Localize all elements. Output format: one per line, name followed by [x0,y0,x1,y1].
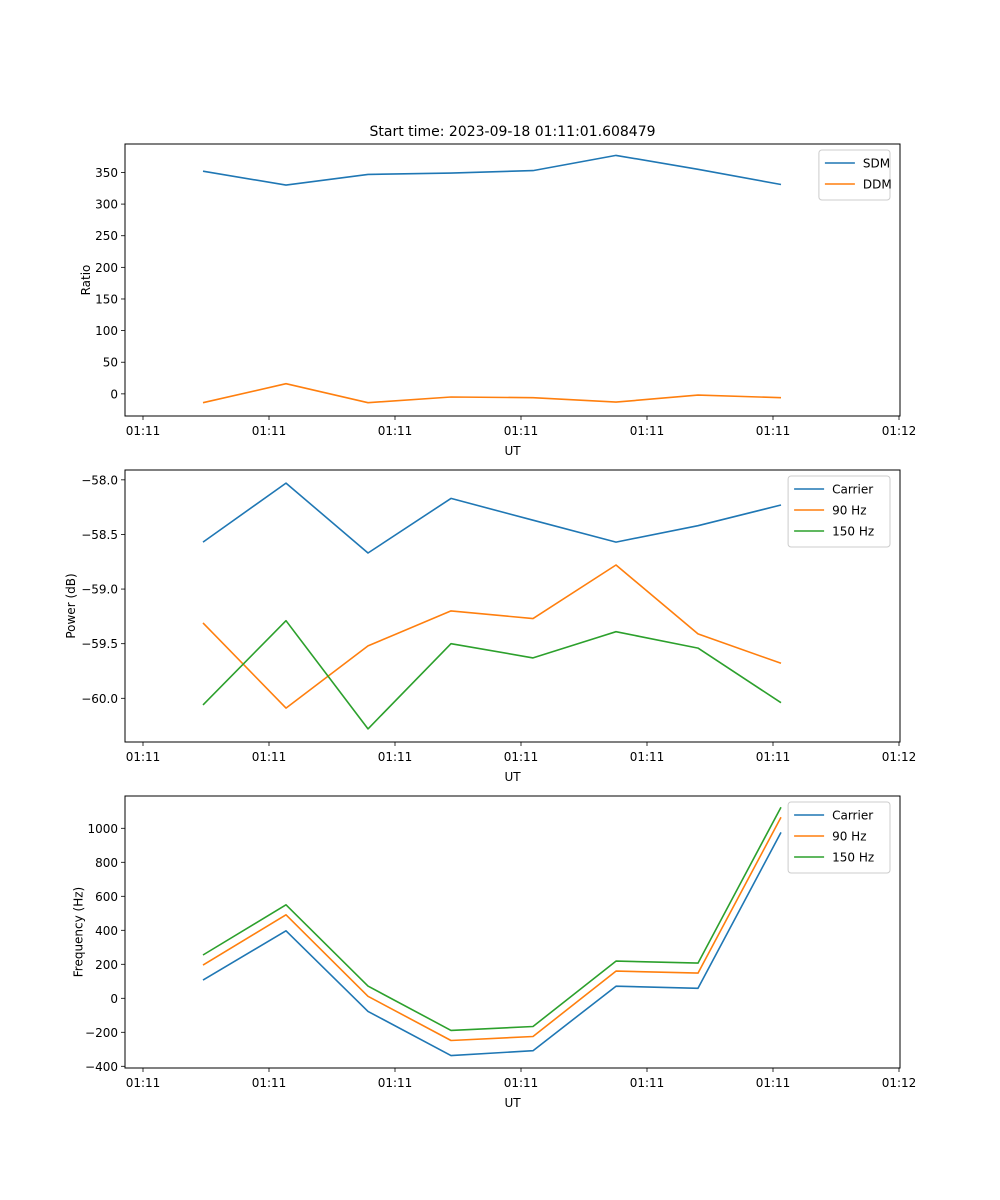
legend-label: DDM [863,178,892,192]
x-tick-label: 01:11 [252,424,287,438]
y-tick-label: −60.0 [81,692,118,706]
x-tick-label: 01:11 [126,424,161,438]
x-tick-label: 01:11 [630,750,665,764]
x-tick-label: 01:11 [756,750,791,764]
x-tick-label: 01:12 [882,750,917,764]
y-axis-label: Frequency (Hz) [72,887,86,978]
axes-frame [124,143,901,417]
y-tick-label: 300 [95,198,118,212]
series-line-carrier [202,482,782,554]
series-line-ddm [202,382,782,404]
y-tick-label: 250 [95,229,118,243]
y-tick-label: −59.5 [81,637,118,651]
x-tick-label: 01:11 [756,1076,791,1090]
x-tick-label: 01:12 [882,424,917,438]
x-tick-label: 01:11 [504,750,539,764]
x-tick-label: 01:11 [630,424,665,438]
legend-box [787,801,891,874]
x-tick-label: 01:12 [882,1076,917,1090]
y-tick-label: 200 [95,261,118,275]
series-line-150-hz [202,806,782,1032]
legend-label: 90 Hz [832,830,866,844]
legend-label: Carrier [832,483,873,497]
series-line-sdm [202,154,782,186]
subplot-2: 01:11 01:11 01:11 01:11 01:11 01:11 01:12 UT −60… [64,469,917,784]
y-tick-label: −59.0 [81,583,118,597]
y-tick-label: 600 [95,890,118,904]
series-line-90-hz [202,564,782,709]
x-tick-label: 01:11 [252,750,287,764]
legend-label: 90 Hz [832,504,866,518]
legend: Carrier 90 Hz 150 Hz [787,801,891,874]
axes-frame [124,795,901,1069]
x-tick-label: 01:11 [504,1076,539,1090]
y-tick-label: 0 [110,992,118,1006]
y-axis-label: Power (dB) [64,573,78,638]
y-tick-label: 200 [95,958,118,972]
y-tick-label: −400 [85,1060,118,1074]
y-tick-label: −58.0 [81,473,118,487]
x-axis-label: UT [504,770,521,784]
y-axis-label: Ratio [79,265,93,296]
legend-label: SDM [863,157,890,171]
x-tick-label: 01:11 [252,1076,287,1090]
axes-frame [124,469,901,743]
x-axis-label: UT [504,1096,521,1110]
y-tick-label: 400 [95,924,118,938]
x-tick-label: 01:11 [504,424,539,438]
series-line-150-hz [202,619,782,730]
x-tick-label: 01:11 [378,750,413,764]
x-tick-label: 01:11 [378,424,413,438]
x-axis-label: UT [504,444,521,458]
legend-label: 150 Hz [832,525,874,539]
x-tick-label: 01:11 [756,424,791,438]
y-tick-label: 100 [95,324,118,338]
y-tick-label: −58.5 [81,528,118,542]
x-tick-label: 01:11 [126,750,161,764]
subplot-3: 01:11 01:11 01:11 01:11 01:11 01:11 01:12 UT −40… [72,795,917,1110]
y-tick-label: 150 [95,292,118,306]
y-tick-label: 0 [110,387,118,401]
x-tick-label: 01:11 [126,1076,161,1090]
series-line-90-hz [202,816,782,1042]
y-tick-label: 800 [95,856,118,870]
series-line-carrier [202,832,782,1057]
legend-label: Carrier [832,809,873,823]
legend-label: 150 Hz [832,851,874,865]
legend: SDM DDM [818,149,892,201]
y-tick-label: 1000 [87,822,118,836]
subplot-1: Start time: 2023-09-18 01:11:01.60847901… [79,124,916,458]
x-tick-label: 01:11 [630,1076,665,1090]
chart-title: Start time: 2023-09-18 01:11:01.608479 [369,124,655,140]
x-tick-label: 01:11 [378,1076,413,1090]
legend-box [787,475,891,548]
legend: Carrier 90 Hz 150 Hz [787,475,891,548]
y-tick-label: 350 [95,166,118,180]
y-tick-label: 50 [103,356,118,370]
y-tick-label: −200 [85,1026,118,1040]
